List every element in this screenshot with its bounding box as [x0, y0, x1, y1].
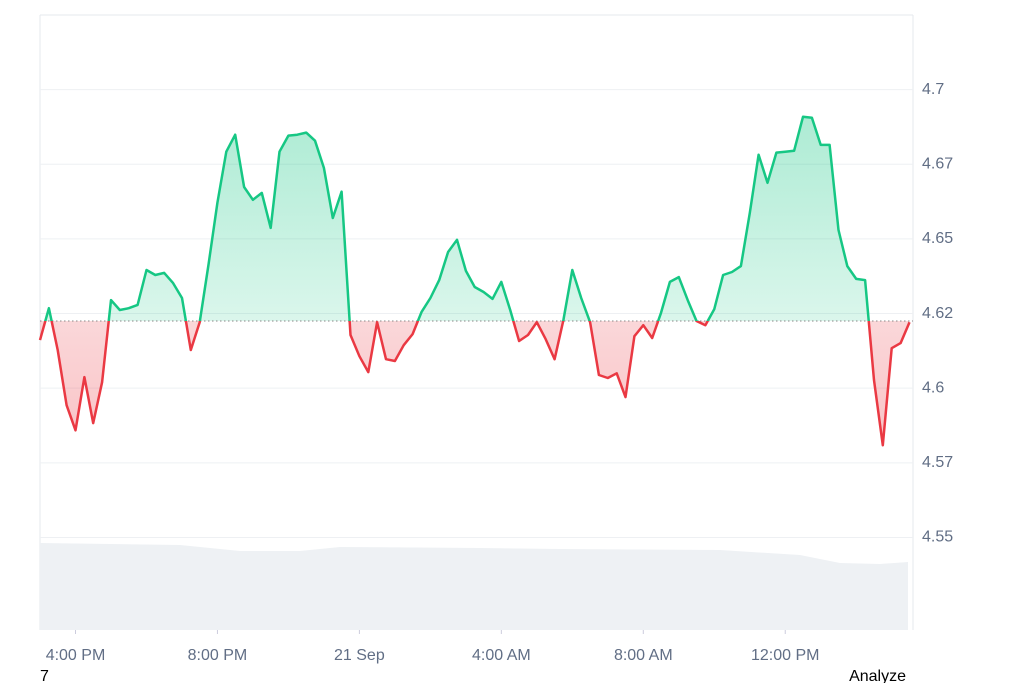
- footer-left: 7: [40, 668, 49, 683]
- footer-right[interactable]: Analyze: [849, 668, 906, 683]
- x-tick-label: 4:00 AM: [472, 647, 531, 664]
- volume-area: [40, 543, 908, 630]
- y-tick-label: 4.7: [922, 81, 944, 98]
- y-tick-label: 4.62: [922, 305, 953, 322]
- y-tick-label: 4.55: [922, 529, 953, 546]
- x-tick-label: 4:00 PM: [46, 647, 106, 664]
- line-up: [44, 115, 870, 322]
- y-tick-label: 4.6: [922, 379, 944, 396]
- x-tick-label: 12:00 PM: [751, 647, 819, 664]
- y-tick-label: 4.57: [922, 454, 953, 471]
- plot: 4.55 4.57 4.6 4.62 4.65 4.67 4.7 4:00 PM 8:00 PM…: [38, 81, 953, 664]
- x-tick-label: 8:00 AM: [614, 647, 673, 664]
- area-up: [40, 116, 910, 322]
- y-tick-label: 4.67: [922, 155, 953, 172]
- x-tick-label: 8:00 PM: [188, 647, 248, 664]
- x-tick-label: 21 Sep: [334, 647, 385, 664]
- y-tick-label: 4.65: [922, 230, 953, 247]
